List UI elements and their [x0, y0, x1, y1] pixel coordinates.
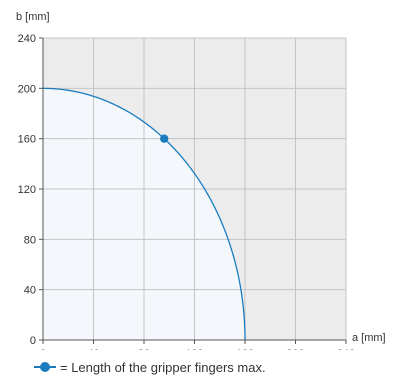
tick-labels: 0 40 80 120 160 200 240 0 40 80 120 160 200 240: [18, 33, 356, 350]
y-axis-label: b [mm]: [16, 11, 50, 23]
legend-marker-icon: [34, 361, 56, 373]
x-tick-label: 160: [236, 348, 254, 350]
y-tick-label: 40: [24, 285, 36, 297]
x-tick-label: 80: [138, 348, 150, 350]
y-tick-label: 160: [18, 134, 36, 146]
x-tick-label: 0: [40, 348, 46, 350]
x-tick-label: 200: [286, 348, 304, 350]
axes: [39, 37, 347, 344]
x-tick-label: 240: [337, 348, 355, 350]
x-tick-label: 40: [87, 348, 99, 350]
legend: = Length of the gripper fingers max.: [34, 357, 266, 377]
y-tick-label: 200: [18, 83, 36, 95]
grid: [43, 37, 347, 340]
data-point: [160, 134, 169, 143]
y-tick-label: 80: [24, 234, 36, 246]
y-tick-label: 0: [30, 335, 36, 347]
y-tick-label: 240: [18, 33, 36, 45]
y-tick-label: 120: [18, 184, 36, 196]
series-line: [42, 87, 246, 341]
x-tick-label: 120: [185, 348, 203, 350]
legend-label: = Length of the gripper fingers max.: [60, 359, 266, 375]
series-layer: [42, 87, 246, 341]
chart: 0 40 80 120 160 200 240 0 40 80 120 160 200 240 b [mm…: [16, 11, 386, 350]
x-axis-label: a [mm]: [352, 332, 386, 344]
